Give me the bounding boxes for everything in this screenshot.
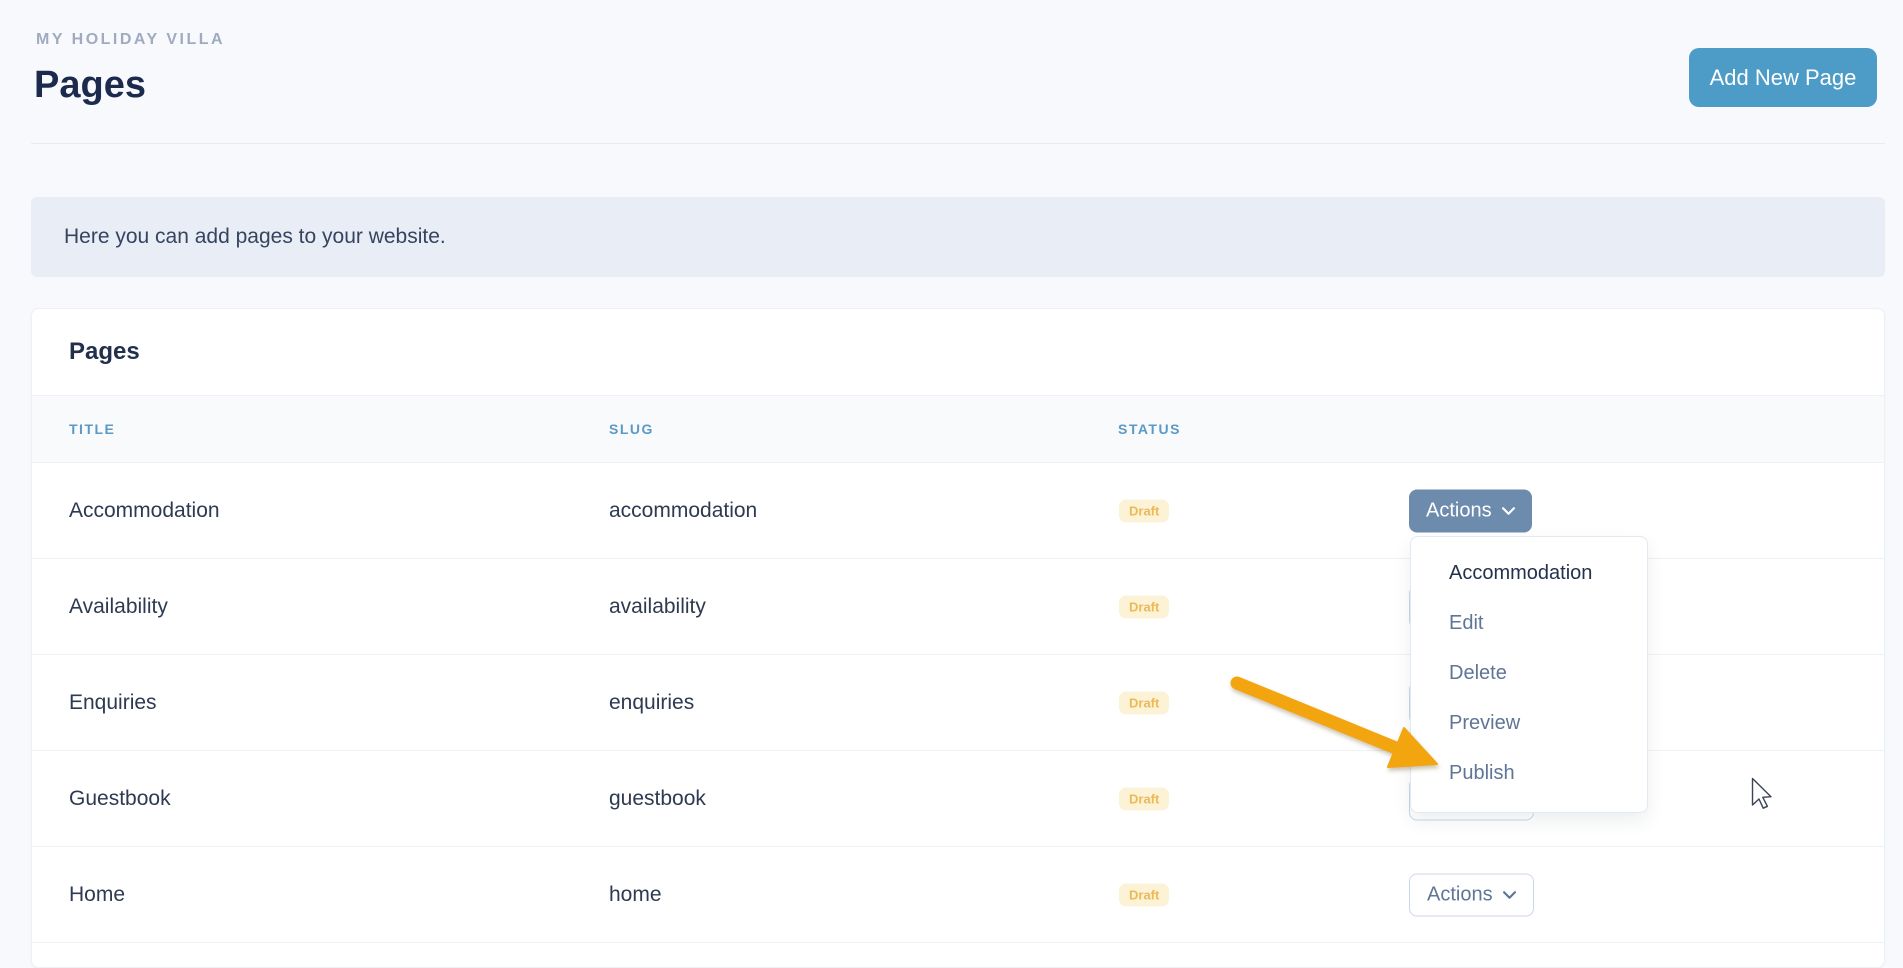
page-title-cell: Guestbook [69, 786, 171, 810]
card-title: Pages [69, 338, 140, 365]
add-new-page-button[interactable]: Add New Page [1689, 48, 1877, 107]
page-title-cell: Availability [69, 594, 168, 618]
status-badge: Draft [1119, 787, 1170, 810]
page-slug-cell: availability [609, 594, 706, 618]
menu-item-publish[interactable]: Publish [1449, 761, 1515, 784]
table-row: Home home Draft Actions [32, 847, 1884, 943]
info-banner: Here you can add pages to your website. [31, 197, 1885, 277]
chevron-down-icon [1501, 506, 1515, 515]
actions-button[interactable]: Actions [1409, 489, 1532, 532]
page-slug-cell: home [609, 882, 662, 906]
column-header-status: STATUS [1118, 421, 1181, 437]
actions-button[interactable]: Actions [1409, 873, 1534, 916]
menu-item-edit[interactable]: Edit [1449, 611, 1484, 634]
page-title: Pages [34, 64, 146, 106]
actions-button-label: Actions [1427, 883, 1493, 905]
actions-dropdown-menu: Accommodation Edit Delete Preview Publis… [1410, 536, 1648, 813]
status-badge: Draft [1119, 499, 1170, 522]
actions-button-label: Actions [1426, 499, 1492, 521]
page-slug-cell: accommodation [609, 498, 758, 522]
status-badge: Draft [1119, 595, 1170, 618]
page-slug-cell: guestbook [609, 786, 706, 810]
column-header-slug: SLUG [609, 421, 654, 437]
page-title-cell: Home [69, 882, 126, 906]
page-slug-cell: enquiries [609, 690, 695, 714]
column-header-title: TITLE [69, 421, 116, 437]
site-name-eyebrow: MY HOLIDAY VILLA [36, 31, 226, 48]
status-badge: Draft [1119, 691, 1170, 714]
menu-item-preview[interactable]: Preview [1449, 711, 1521, 734]
dropdown-header: Accommodation [1449, 561, 1593, 584]
page-title-cell: Accommodation [69, 498, 220, 522]
header-divider [31, 143, 1885, 144]
info-banner-text: Here you can add pages to your website. [64, 225, 446, 248]
table-header-row: TITLE SLUG STATUS [32, 395, 1884, 463]
status-badge: Draft [1119, 883, 1170, 906]
page-title-cell: Enquiries [69, 690, 157, 714]
chevron-down-icon [1502, 890, 1516, 899]
menu-item-delete[interactable]: Delete [1449, 661, 1507, 684]
